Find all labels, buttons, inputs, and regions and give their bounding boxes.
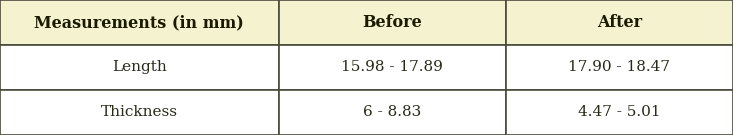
- Text: 4.47 - 5.01: 4.47 - 5.01: [578, 105, 660, 119]
- Text: 17.90 - 18.47: 17.90 - 18.47: [568, 60, 671, 75]
- Bar: [506, 90, 733, 135]
- Bar: [0, 45, 279, 90]
- Bar: [506, 0, 733, 45]
- Text: Before: Before: [362, 14, 422, 31]
- Text: Length: Length: [112, 60, 166, 75]
- Bar: [279, 0, 506, 45]
- Bar: [506, 45, 733, 90]
- Text: 6 - 8.83: 6 - 8.83: [363, 105, 421, 119]
- Text: Thickness: Thickness: [100, 105, 178, 119]
- Text: Measurements (in mm): Measurements (in mm): [34, 14, 244, 31]
- Bar: [0, 90, 279, 135]
- Bar: [0, 0, 279, 45]
- Bar: [279, 45, 506, 90]
- Bar: [279, 90, 506, 135]
- Text: After: After: [597, 14, 642, 31]
- Text: 15.98 - 17.89: 15.98 - 17.89: [342, 60, 443, 75]
